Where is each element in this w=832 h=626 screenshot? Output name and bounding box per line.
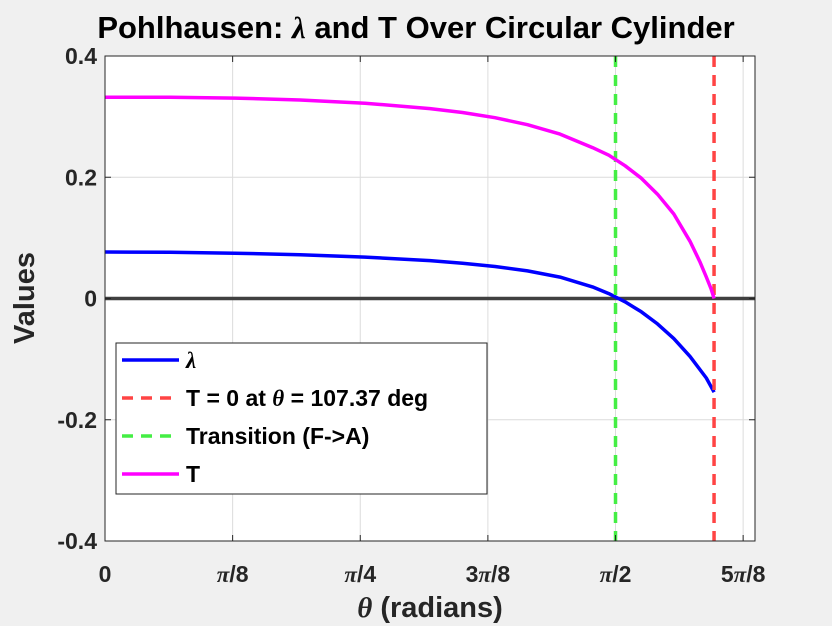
series-3-line (104, 95, 716, 300)
legend-entry-label: T = 0 at θ = 107.37 deg (186, 385, 428, 411)
legend: λ T = 0 at θ = 107.37 deg Transition (F->A… (115, 342, 488, 495)
x-tick-label: π/2 (600, 561, 632, 587)
chart-title: Pohlhausen: λ and T Over Circular Cylind… (97, 10, 734, 45)
x-tick-label: 3π/8 (466, 561, 511, 587)
x-tick-label: 0 (99, 561, 112, 587)
y-tick-label: 0 (84, 286, 97, 312)
x-tick-label: 5π/8 (721, 561, 766, 587)
legend-entry-label: T (186, 461, 200, 487)
ticks: 0 π/8 π/4 3π/8 π/2 5π/8 -0.4 -0.2 0 0.2 0.4 (57, 43, 765, 587)
legend-box (115, 342, 488, 495)
y-tick-label: -0.2 (57, 407, 97, 433)
series-0-line (104, 250, 716, 394)
legend-entry-label: λ (185, 348, 196, 373)
y-tick-label: 0.2 (65, 164, 97, 190)
x-axis-label: θ (radians) (357, 592, 503, 624)
x-tick-label: π/8 (217, 561, 249, 587)
legend-entry-label: Transition (F->A) (186, 423, 369, 449)
y-tick-label: -0.4 (57, 528, 97, 554)
y-axis-label: Values (9, 252, 41, 344)
series-layer (104, 56, 755, 541)
y-tick-label: 0.4 (65, 43, 97, 69)
x-tick-label: π/4 (344, 561, 376, 587)
